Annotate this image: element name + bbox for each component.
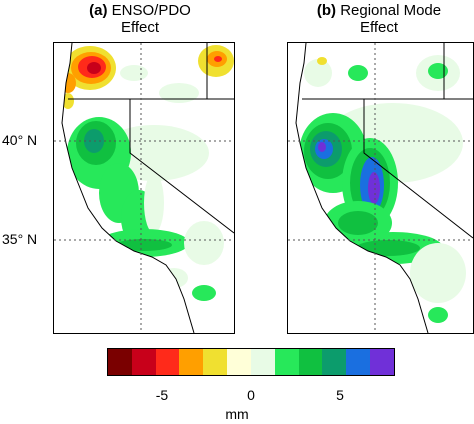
colorbar-tick-5: 5 <box>336 387 344 403</box>
colorbar <box>107 348 395 376</box>
panel-b-letter: (b) <box>316 2 337 19</box>
ocean-mask-b <box>288 43 428 333</box>
ocean-mask-a <box>54 43 194 333</box>
colorbar-cell-2 <box>155 349 180 375</box>
colorbar-cell-8 <box>298 349 323 375</box>
coastline-a <box>61 43 195 333</box>
colorbar-cell-7 <box>274 349 299 375</box>
map-a-svg <box>54 43 234 333</box>
map-panel-b <box>287 42 474 334</box>
panel-a-letter: (a) <box>89 2 108 19</box>
lat-label-35n: 35° N <box>2 231 38 247</box>
colorbar-cell-4 <box>203 349 228 375</box>
colorbar-cell-3 <box>179 349 204 375</box>
colorbar-cell-6 <box>250 349 275 375</box>
panel-b-title: (b) Regional Mode Effect <box>286 2 472 36</box>
colorbar-cell-1 <box>131 349 156 375</box>
panel-a-title-line1: ENSO/PDO <box>111 2 191 19</box>
colorbar-cell-5 <box>227 349 251 375</box>
colorbar-cell-9 <box>322 349 347 375</box>
panel-b-title-line1: Regional Mode <box>340 2 442 19</box>
colorbar-tick-0: 0 <box>247 387 255 403</box>
gridlines-b <box>288 43 473 333</box>
panel-b-title-line2: Effect <box>359 19 399 36</box>
colorbar-cell-0 <box>108 349 132 375</box>
map-panel-a <box>53 42 235 334</box>
colorbar-tick-neg5: -5 <box>155 387 169 403</box>
coastline-b <box>295 43 429 333</box>
panel-a-title: (a) ENSO/PDO Effect <box>50 2 230 36</box>
gridlines-a <box>54 43 234 333</box>
lat-label-40n: 40° N <box>2 132 38 148</box>
colorbar-cell-10 <box>346 349 371 375</box>
panel-a-title-line2: Effect <box>120 19 160 36</box>
colorbar-cell-11 <box>370 349 394 375</box>
state-borders-a <box>68 43 234 234</box>
state-borders-b <box>302 43 473 239</box>
map-b-svg <box>288 43 473 333</box>
colorbar-unit: mm <box>225 406 249 422</box>
